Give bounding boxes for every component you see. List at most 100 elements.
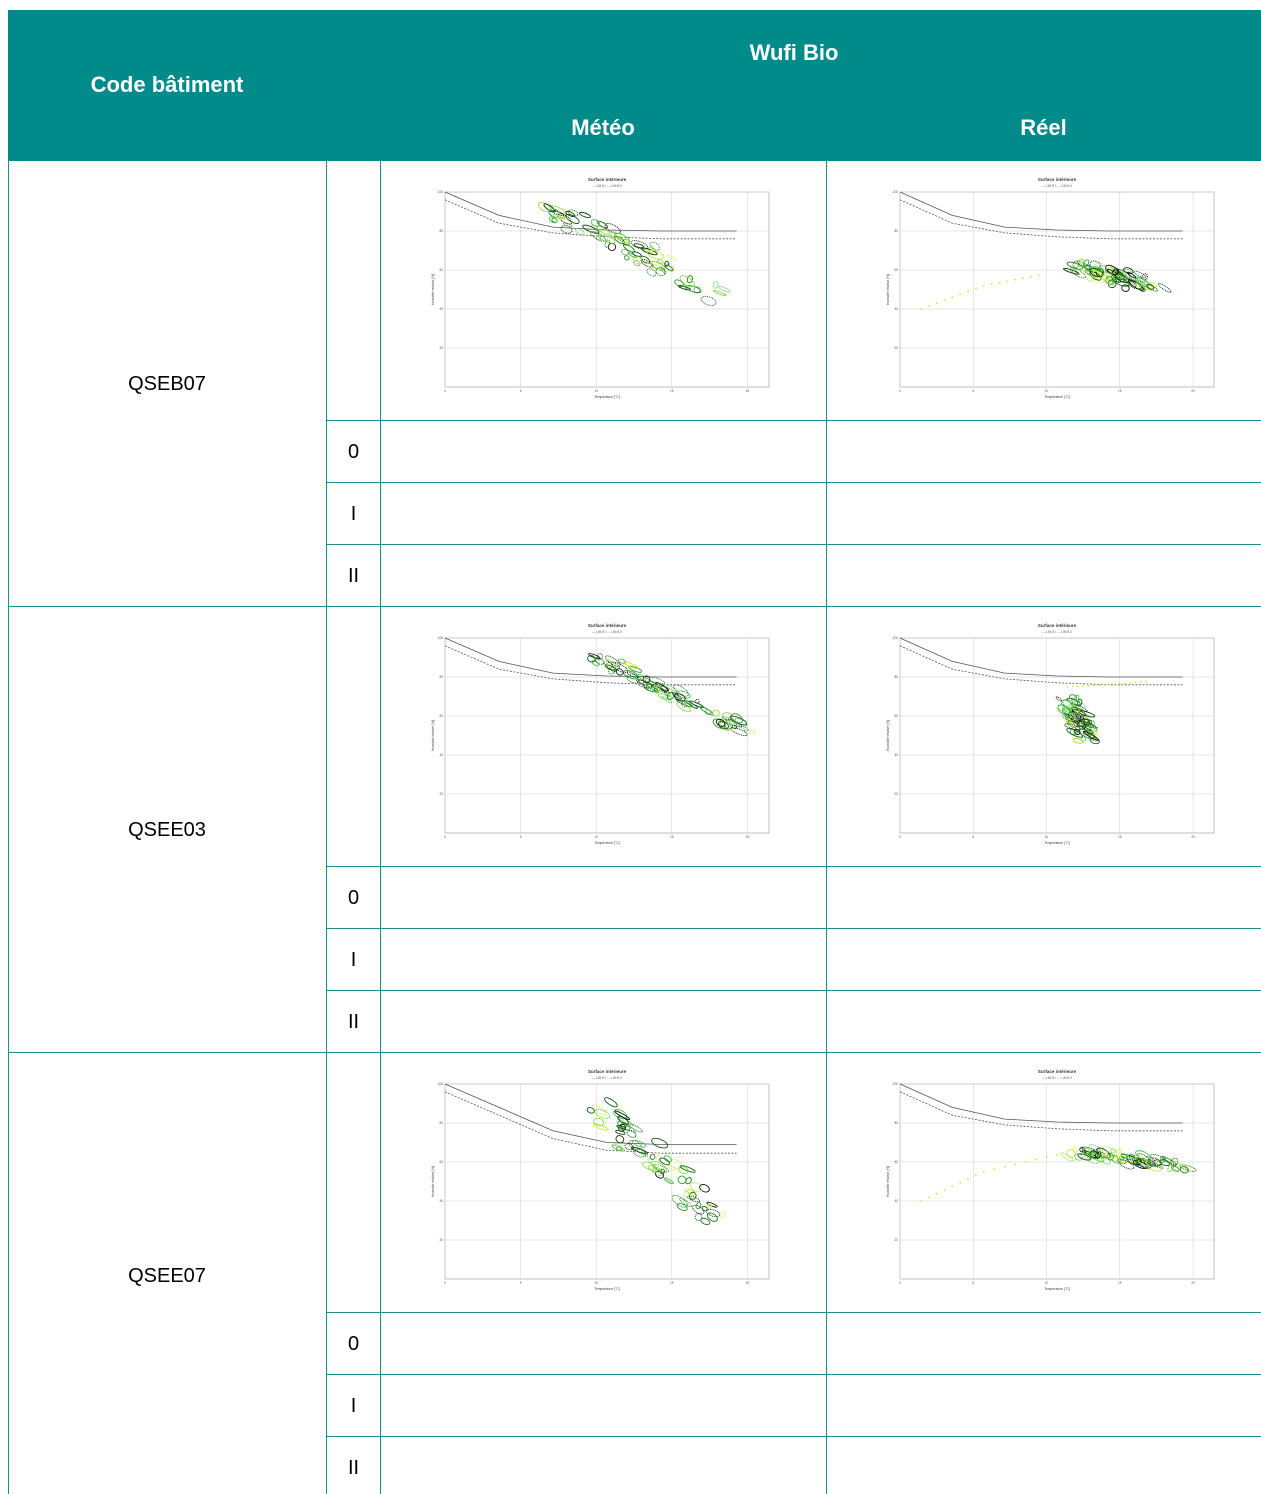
plot-frame bbox=[899, 191, 1215, 388]
data-loop bbox=[594, 1108, 611, 1119]
data-loop bbox=[695, 1202, 702, 1210]
x-tick-label: 5 bbox=[972, 1281, 974, 1285]
x-tick-label: 15 bbox=[1118, 835, 1122, 839]
y-tick-label: 40 bbox=[894, 1199, 898, 1203]
data-loop bbox=[684, 1188, 696, 1195]
data-loop bbox=[1088, 1154, 1094, 1159]
x-tick-label: 20 bbox=[1191, 835, 1195, 839]
x-tick-label: 5 bbox=[520, 1281, 522, 1285]
data-loop bbox=[636, 679, 653, 689]
data-loop bbox=[604, 239, 611, 248]
data-loop bbox=[693, 286, 701, 294]
limit-curve-lim-b-ii bbox=[899, 199, 1183, 240]
data-loop bbox=[548, 210, 565, 219]
data-loop bbox=[614, 232, 631, 244]
data-loop bbox=[587, 655, 596, 663]
scatter-plot-svg: Surface intérieure — LIM B I --- LIM B II… bbox=[431, 177, 770, 399]
y-axis-label: Humidité relative [%] bbox=[886, 720, 890, 751]
plot-title: Surface intérieure bbox=[1038, 623, 1077, 628]
data-loop bbox=[596, 652, 603, 661]
data-loop bbox=[1159, 1156, 1177, 1165]
y-tick-label: 100 bbox=[893, 190, 899, 194]
scatter-plot-svg: Surface intérieure — LIM B I --- LIM B II… bbox=[886, 623, 1215, 845]
data-point bbox=[935, 302, 938, 305]
data-point bbox=[1024, 1161, 1027, 1163]
x-tick-label: 20 bbox=[1191, 389, 1195, 393]
data-loop bbox=[1091, 734, 1099, 740]
data-point bbox=[935, 1192, 938, 1195]
scatter-plot-svg: Surface intérieure — LIM B I --- LIM B II… bbox=[431, 623, 770, 845]
data-loop bbox=[676, 1203, 688, 1211]
data-loop bbox=[1121, 284, 1130, 292]
data-loop bbox=[1086, 273, 1095, 282]
data-point bbox=[1066, 685, 1069, 688]
data-point bbox=[1113, 683, 1116, 686]
data-loop bbox=[1126, 271, 1137, 279]
data-loop bbox=[1124, 1155, 1140, 1163]
data-loop bbox=[663, 1177, 675, 1185]
data-loop bbox=[611, 1143, 623, 1152]
data-loop bbox=[604, 1097, 618, 1108]
y-tick-label: 40 bbox=[439, 307, 443, 311]
data-loop bbox=[649, 1153, 656, 1160]
data-loop bbox=[1099, 1150, 1114, 1159]
data-point bbox=[990, 283, 993, 286]
data-loop bbox=[1062, 699, 1078, 710]
data-loop bbox=[1080, 718, 1091, 726]
y-tick-label: 40 bbox=[894, 753, 898, 757]
x-tick-label: 10 bbox=[594, 389, 598, 393]
x-axis-label: Température [°C] bbox=[1044, 395, 1070, 399]
data-point bbox=[1077, 685, 1079, 688]
data-loop bbox=[604, 664, 618, 672]
data-point bbox=[1097, 684, 1100, 687]
data-loop bbox=[630, 240, 649, 250]
grid-line-row bbox=[326, 1374, 1261, 1375]
grid-line-row bbox=[326, 544, 1261, 545]
data-loop bbox=[588, 653, 601, 660]
data-loop bbox=[543, 203, 556, 213]
data-loop bbox=[1146, 283, 1155, 290]
data-loop bbox=[635, 674, 642, 681]
data-loop bbox=[677, 1175, 687, 1185]
y-tick-label: 60 bbox=[894, 268, 898, 272]
data-loop bbox=[1114, 273, 1126, 283]
data-loop bbox=[1082, 722, 1097, 729]
y-tick-label: 40 bbox=[894, 307, 898, 311]
x-tick-label: 15 bbox=[1118, 389, 1122, 393]
data-point bbox=[1014, 1163, 1017, 1166]
y-tick-label: 100 bbox=[438, 190, 444, 194]
data-loop bbox=[615, 1129, 626, 1135]
data-loop bbox=[1089, 260, 1101, 270]
y-tick-label: 20 bbox=[439, 792, 443, 796]
x-tick-label: 5 bbox=[972, 389, 974, 393]
data-loop bbox=[730, 713, 744, 724]
data-loop bbox=[1179, 1166, 1189, 1174]
data-loop bbox=[586, 1107, 595, 1114]
grid-line-row bbox=[326, 928, 1261, 929]
data-loop bbox=[1097, 1154, 1111, 1165]
data-loop bbox=[623, 255, 630, 261]
data-loop bbox=[1083, 259, 1090, 267]
y-tick-label: 40 bbox=[439, 753, 443, 757]
data-loop bbox=[1107, 279, 1117, 289]
data-loop bbox=[699, 1184, 710, 1193]
data-loop bbox=[631, 1139, 647, 1148]
plot-legend: — LIM B I --- LIM B II bbox=[592, 630, 622, 634]
plot-frame bbox=[444, 191, 770, 388]
data-loop bbox=[1110, 1148, 1116, 1154]
plot-qseb07-meteo: Surface intérieure — LIM B I --- LIM B II… bbox=[425, 172, 775, 407]
data-loop bbox=[633, 243, 644, 249]
plot-title: Surface intérieure bbox=[588, 1069, 627, 1074]
data-loop bbox=[628, 665, 643, 673]
data-loop bbox=[1170, 1159, 1176, 1165]
header-wufi-bio: Wufi Bio bbox=[749, 40, 839, 65]
data-point bbox=[1056, 1153, 1058, 1156]
class-index: 0 bbox=[347, 441, 360, 463]
data-loop bbox=[718, 285, 731, 293]
data-point bbox=[982, 1170, 985, 1173]
grid-line-row bbox=[326, 482, 1261, 483]
data-loop bbox=[675, 690, 691, 699]
limit-curve-lim-b-ii bbox=[899, 645, 1183, 686]
data-loop bbox=[674, 693, 686, 702]
class-index: I bbox=[350, 503, 357, 525]
